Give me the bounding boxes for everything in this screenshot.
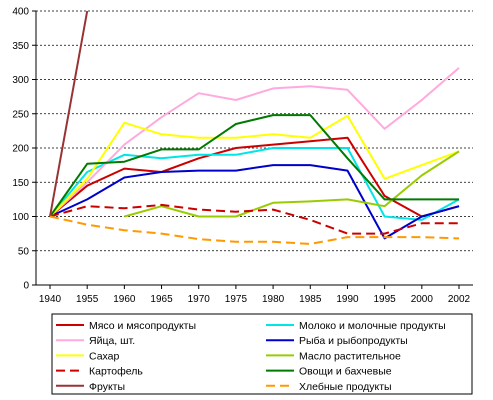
x-axis-ticks: 1940 1955 1960 1965 1970 1975 1980 1985 1990 1995… xyxy=(39,285,471,305)
legend-label: Молоко и молочные продукты xyxy=(299,320,446,332)
series-line-1 xyxy=(49,136,460,218)
y-tick-label: 150 xyxy=(12,178,29,189)
series-line-10 xyxy=(49,215,460,245)
legend-label: Рыба и рыбопродукты xyxy=(299,335,408,347)
y-tick-label: 350 xyxy=(12,41,29,52)
series-lines xyxy=(49,10,460,245)
y-tick-label: 100 xyxy=(12,212,29,223)
y-tick-label: 50 xyxy=(18,246,30,257)
x-tick-label: 1995 xyxy=(374,294,397,305)
series-line-9 xyxy=(49,10,89,217)
legend-box xyxy=(51,313,473,395)
series-line-3 xyxy=(49,67,460,218)
y-tick-label: 250 xyxy=(12,109,29,120)
x-tick-label: 2000 xyxy=(411,294,434,305)
legend-label: Сахар xyxy=(89,350,120,362)
y-axis-ticks: 0 50 100 150 200 250 300 350 400 xyxy=(12,7,36,292)
legend-label: Хлебные продукты xyxy=(299,381,392,393)
legend-label: Фрукты xyxy=(89,381,125,393)
x-tick-label: 1980 xyxy=(262,294,285,305)
x-tick-label: 2002 xyxy=(448,294,471,305)
legend-label: Яйца, шт. xyxy=(89,335,135,347)
x-tick-label: 1990 xyxy=(336,294,359,305)
x-tick-label: 1965 xyxy=(150,294,173,305)
legend: Мясо и мясопродукты Молоко и молочные про… xyxy=(51,313,473,395)
y-tick-label: 200 xyxy=(12,144,29,155)
series-line-6 xyxy=(124,150,460,218)
y-tick-label: 400 xyxy=(12,7,29,18)
x-tick-label: 1970 xyxy=(188,294,211,305)
x-tick-label: 1960 xyxy=(113,294,136,305)
legend-label: Картофель xyxy=(89,366,143,378)
axes xyxy=(35,11,473,286)
grid-lines xyxy=(36,10,473,252)
series-line-8 xyxy=(49,114,459,218)
legend-label: Овощи и бахчевые xyxy=(299,366,392,378)
legend-label: Мясо и мясопродукты xyxy=(89,320,196,332)
y-tick-label: 0 xyxy=(23,281,29,292)
series-line-4 xyxy=(49,164,460,240)
x-tick-label: 1985 xyxy=(299,294,322,305)
y-tick-label: 300 xyxy=(12,75,29,86)
x-tick-label: 1940 xyxy=(39,294,62,305)
series-line-5 xyxy=(49,114,460,218)
series-line-2 xyxy=(49,147,460,221)
x-tick-label: 1955 xyxy=(76,294,99,305)
legend-label: Масло растительное xyxy=(299,350,401,362)
x-tick-label: 1975 xyxy=(225,294,248,305)
